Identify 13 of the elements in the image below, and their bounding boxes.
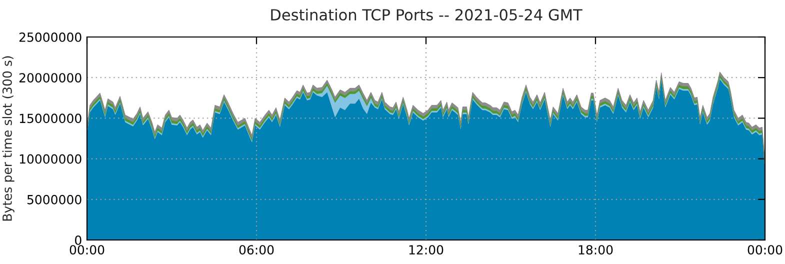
y-tick-label: 20000000 <box>19 73 82 83</box>
x-tick-label: 06:00 <box>239 245 274 255</box>
x-tick-label: 00:00 <box>70 245 104 255</box>
y-tick-label: 10000000 <box>20 154 82 164</box>
y-axis-title: Bytes per time slot (300 s) <box>2 56 14 221</box>
x-tick-label: 00:00 <box>748 245 782 255</box>
y-tick-label: 25000000 <box>19 32 82 42</box>
chart-title: Destination TCP Ports -- 2021-05-24 GMT <box>271 8 582 21</box>
x-tick-label: 18:00 <box>578 245 613 255</box>
x-tick-label: 12:00 <box>409 245 444 255</box>
y-tick-label: 15000000 <box>20 114 82 124</box>
y-tick-label: 5000000 <box>27 194 82 204</box>
y-tick-label: 0 <box>75 235 82 245</box>
